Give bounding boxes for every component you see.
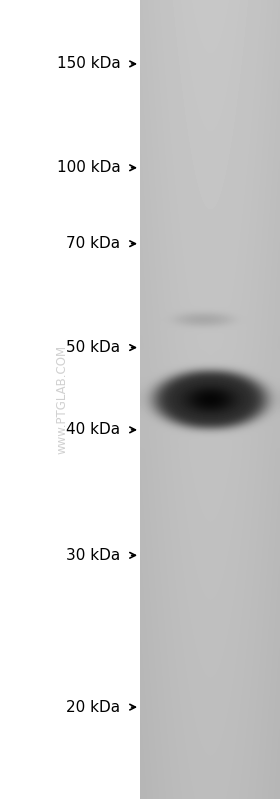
Text: 30 kDa: 30 kDa (66, 548, 120, 562)
Text: 40 kDa: 40 kDa (66, 423, 120, 437)
Text: 150 kDa: 150 kDa (57, 57, 120, 71)
Text: 20 kDa: 20 kDa (66, 700, 120, 714)
Text: 70 kDa: 70 kDa (66, 237, 120, 251)
Text: 100 kDa: 100 kDa (57, 161, 120, 175)
Text: 50 kDa: 50 kDa (66, 340, 120, 355)
Text: www.PTGLAB.COM: www.PTGLAB.COM (55, 345, 68, 454)
